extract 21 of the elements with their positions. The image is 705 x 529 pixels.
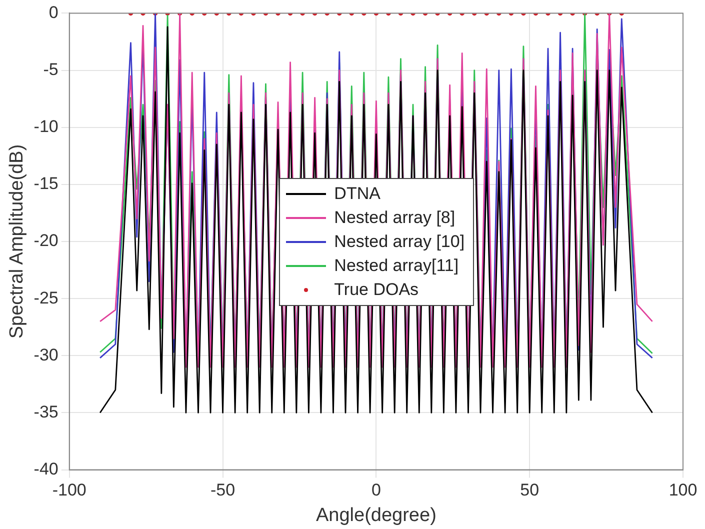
x-tick-label: 50 [520,480,540,500]
y-tick-label: -5 [43,60,58,79]
y-tick-label: -30 [34,345,58,364]
y-tick-label: -20 [34,231,58,250]
x-tick-label: -100 [52,480,86,500]
legend-label: Nested array[11] [334,254,459,276]
x-tick-label: -50 [210,480,236,500]
y-tick-label: -10 [34,117,58,136]
legend-label: Nested array [10] [334,230,465,252]
y-tick-label: -35 [34,402,58,422]
x-axis-title: Angle(degree) [316,504,436,526]
legend-label: True DOAs [334,278,419,300]
x-tick-label: 0 [371,480,381,500]
y-axis-title: Spectral Amplitude(dB) [6,144,28,339]
legend-label: Nested array [8] [334,206,456,228]
legend-label: DTNA [334,182,380,204]
y-tick-label: -25 [34,288,58,308]
y-tick-label: -40 [34,459,58,478]
y-tick-label: 0 [48,2,58,22]
y-tick-label: -15 [34,174,58,194]
x-tick-label: 100 [668,480,698,500]
